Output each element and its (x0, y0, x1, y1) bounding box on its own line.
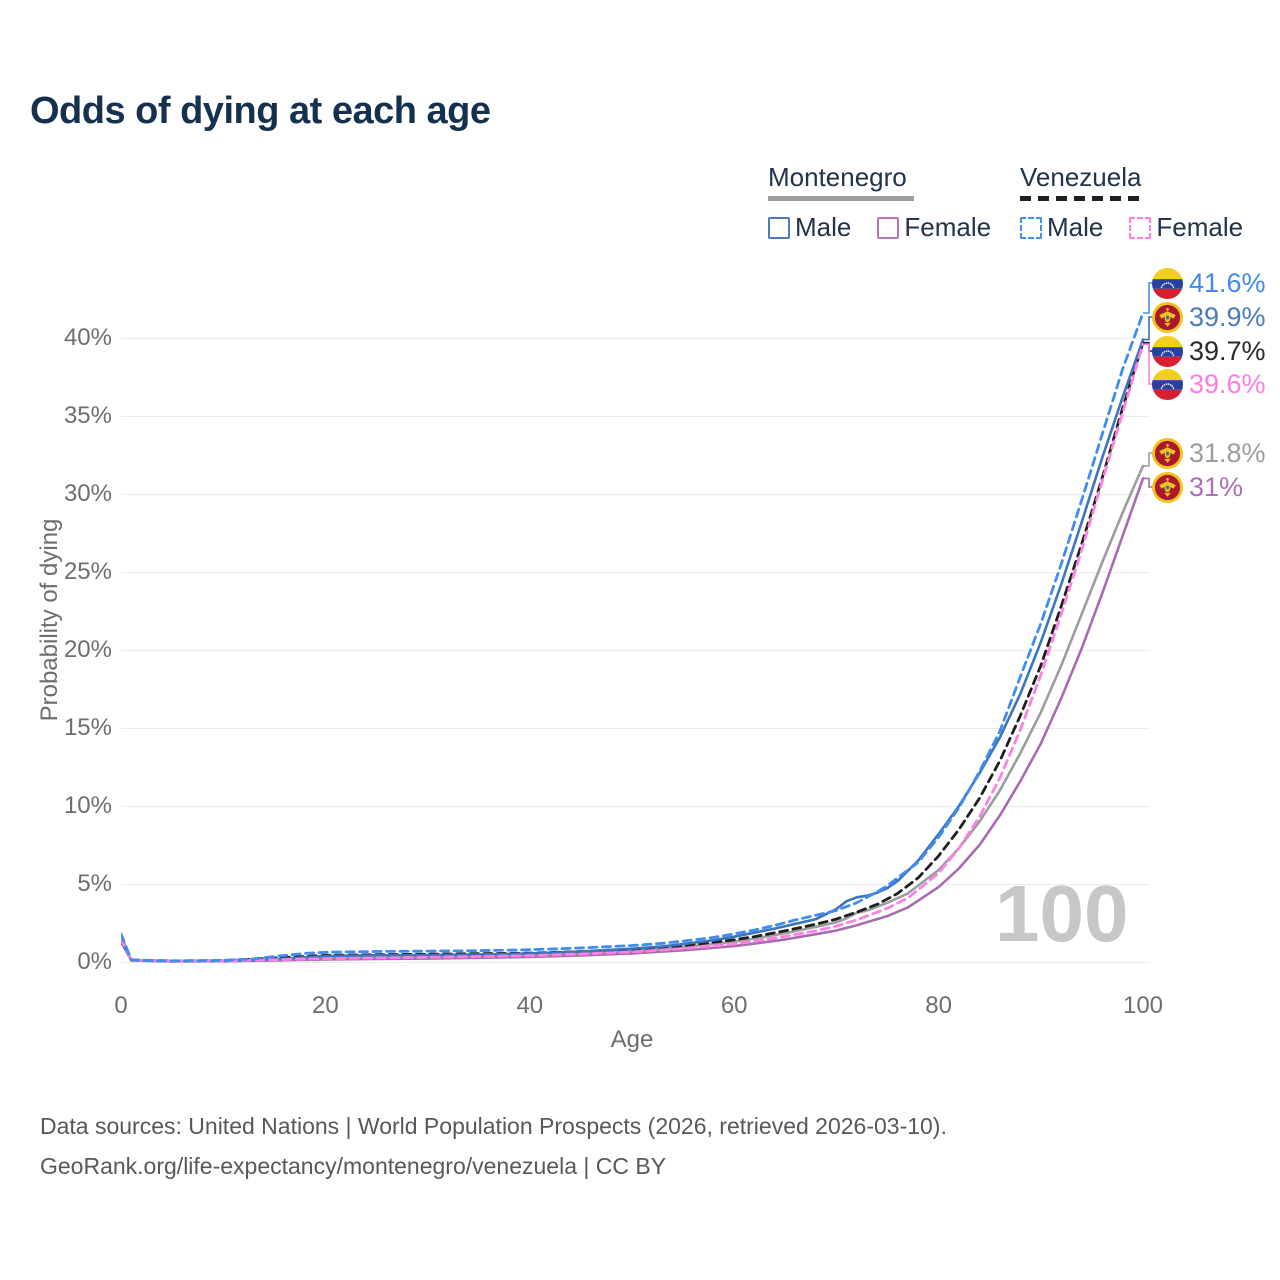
end-label-mne_f: 31% (1152, 471, 1243, 503)
series-line-mne_f[interactable] (121, 477, 1145, 963)
end-value-mne_m: 39.9% (1189, 301, 1266, 332)
series-line-ven_t[interactable] (121, 341, 1145, 963)
legend-country-venezuela[interactable]: Venezuela (1020, 162, 1142, 192)
end-label-ven_m: 41.6% (1152, 267, 1266, 299)
x-tick-60: 60 (720, 992, 748, 1019)
series-line-mne_m[interactable] (121, 338, 1145, 963)
x-tick-20: 20 (312, 992, 339, 1019)
y-tick-25%: 25% (63, 558, 112, 585)
montenegro-flag-icon (1152, 301, 1183, 333)
montenegro-flag-icon (1152, 471, 1183, 503)
legend-swatch-venezuela-female[interactable] (1129, 216, 1152, 239)
x-tick-40: 40 (516, 992, 544, 1019)
page-title: Odds of dying at each age (30, 90, 491, 132)
legend-label-montenegro-male[interactable]: Male (795, 212, 852, 242)
gridline-0% (121, 962, 1150, 963)
series-line-ven_m[interactable] (121, 311, 1145, 963)
gridline-40% (121, 338, 1150, 339)
end-value-ven_t: 39.7% (1189, 335, 1266, 366)
gridline-10% (121, 806, 1150, 807)
chart-lines (121, 282, 1157, 963)
watermark-age-100: 100 (995, 869, 1129, 958)
legend-label-venezuela-female[interactable]: Female (1156, 212, 1244, 242)
legend-label-montenegro-female[interactable]: Female (904, 212, 992, 242)
venezuela-flag-icon (1152, 267, 1183, 299)
end-label-mne_t: 31.8% (1152, 437, 1266, 469)
montenegro-flag-icon (1152, 437, 1183, 469)
legend-group-montenegro: Montenegro Male Female (768, 162, 991, 243)
legend-swatch-montenegro-female[interactable] (877, 216, 900, 239)
venezuela-flag-icon (1152, 335, 1183, 367)
gridline-25% (121, 572, 1150, 573)
gridline-5% (121, 884, 1150, 885)
end-value-ven_m: 41.6% (1189, 267, 1266, 298)
x-tick-100: 100 (1122, 992, 1164, 1019)
y-tick-10%: 10% (63, 792, 112, 819)
montenegro-flag-icon (1152, 301, 1183, 333)
y-tick-30%: 30% (63, 480, 112, 507)
legend-label-venezuela-male[interactable]: Male (1047, 212, 1104, 242)
y-tick-0%: 0% (77, 948, 112, 975)
x-tick-0: 0 (114, 992, 128, 1019)
x-tick-80: 80 (925, 992, 952, 1019)
data-source-line: Data sources: United Nations | World Pop… (40, 1113, 947, 1139)
end-label-mne_m: 39.9% (1152, 301, 1266, 333)
venezuela-flag-icon (1152, 267, 1183, 299)
attribution-line: GeoRank.org/life-expectancy/montenegro/v… (40, 1153, 667, 1179)
legend-underline-venezuela-dashed (1020, 196, 1140, 201)
gridline-30% (121, 494, 1150, 495)
x-axis-title: Age (610, 1026, 654, 1053)
legend-underline-montenegro-solid (768, 196, 914, 201)
legend-swatch-venezuela-male[interactable] (1020, 216, 1042, 239)
series-line-mne_t[interactable] (121, 464, 1145, 963)
legend-swatch-montenegro-male[interactable] (768, 216, 790, 239)
gridline-15% (121, 728, 1150, 729)
y-tick-15%: 15% (63, 714, 112, 741)
end-label-ven_f: 39.6% (1152, 368, 1266, 400)
montenegro-flag-icon (1152, 471, 1183, 503)
gridline-20% (121, 650, 1150, 651)
montenegro-flag-icon (1152, 437, 1183, 469)
venezuela-flag-icon (1152, 368, 1183, 400)
venezuela-flag-icon (1152, 368, 1183, 400)
y-tick-5%: 5% (77, 870, 112, 897)
y-tick-40%: 40% (63, 324, 112, 351)
y-axis-title: Probability of dying (36, 518, 63, 722)
venezuela-flag-icon (1152, 335, 1183, 367)
end-value-mne_t: 31.8% (1189, 437, 1266, 468)
end-label-ven_t: 39.7% (1152, 335, 1266, 367)
footer: Data sources: United Nations | World Pop… (40, 1106, 947, 1186)
legend-group-venezuela: Venezuela Male Female (1020, 162, 1243, 243)
end-value-ven_f: 39.6% (1189, 368, 1266, 399)
gridline-35% (121, 416, 1150, 417)
legend-country-montenegro[interactable]: Montenegro (768, 162, 907, 192)
end-value-mne_f: 31% (1189, 471, 1244, 502)
series-line-ven_f[interactable] (121, 342, 1145, 963)
y-tick-20%: 20% (63, 636, 112, 663)
y-tick-35%: 35% (63, 402, 112, 429)
